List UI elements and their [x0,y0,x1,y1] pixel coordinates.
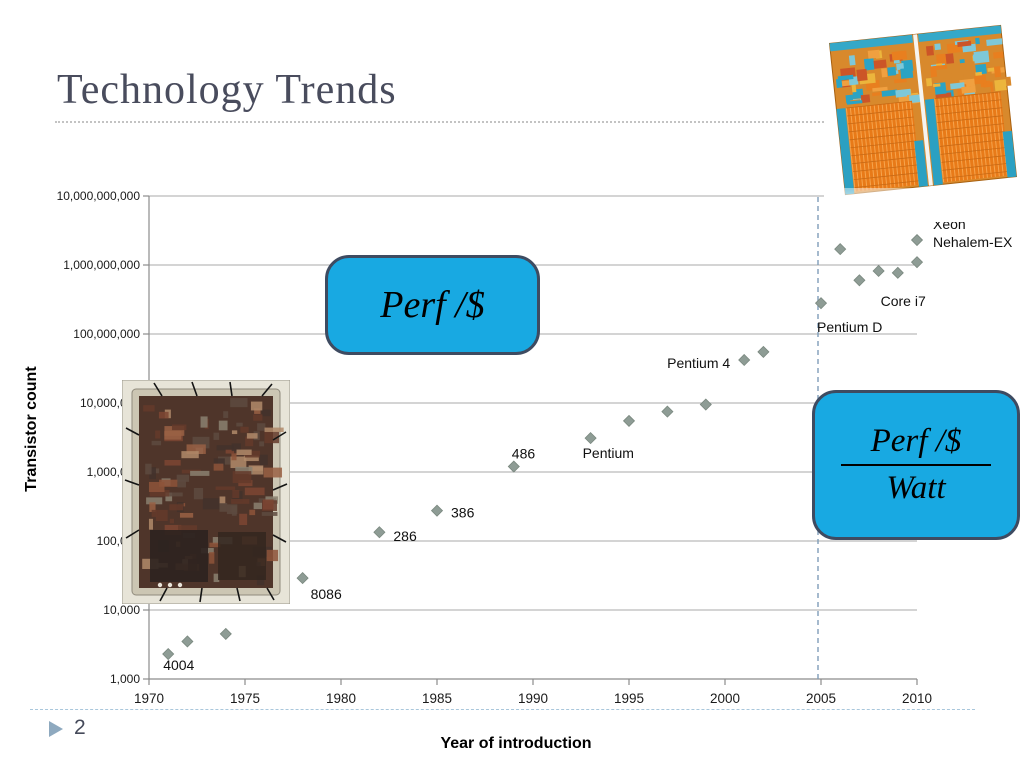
perf-per-dollar-per-watt-callout: Perf /$ Watt [812,390,1020,540]
svg-text:1985: 1985 [422,691,452,706]
svg-text:8086: 8086 [311,586,342,602]
svg-text:100,000,000: 100,000,000 [73,327,140,341]
svg-text:10,000: 10,000 [103,603,140,617]
svg-text:2005: 2005 [806,691,836,706]
svg-text:1970: 1970 [134,691,164,706]
intel-4004-die-photo [122,380,290,604]
page-number: 2 [74,716,86,739]
svg-text:1995: 1995 [614,691,644,706]
fraction-bar [841,464,991,466]
xeon-nehalem-die-photo [824,20,1022,222]
svg-text:1975: 1975 [230,691,260,706]
svg-text:1980: 1980 [326,691,356,706]
svg-text:4004: 4004 [163,657,194,673]
svg-text:1,000: 1,000 [110,672,140,686]
x-axis-title: Year of introduction [440,735,592,752]
svg-text:486: 486 [512,446,536,462]
fraction-denominator: Watt [886,470,946,506]
svg-text:1,000,000,000: 1,000,000,000 [63,258,140,272]
perf-per-dollar-text: Perf /$ [380,284,485,326]
slide-title: Technology Trends [57,67,397,113]
svg-text:386: 386 [451,505,475,521]
y-axis-title: Transistor count [23,366,40,492]
svg-text:Pentium D: Pentium D [817,319,882,335]
svg-text:2000: 2000 [710,691,740,706]
page-arrow-icon [49,721,63,737]
svg-text:Pentium 4: Pentium 4 [667,355,730,371]
title-underline [55,121,1012,123]
svg-text:Pentium: Pentium [583,445,634,461]
perf-per-dollar-callout: Perf /$ [325,255,540,355]
footer-divider [30,709,975,710]
svg-text:1990: 1990 [518,691,548,706]
svg-text:286: 286 [393,528,417,544]
fraction-numerator: Perf /$ [870,423,962,459]
svg-text:Core i7: Core i7 [881,293,926,309]
svg-text:2010: 2010 [902,691,932,706]
svg-text:10,000,000,000: 10,000,000,000 [57,189,141,203]
